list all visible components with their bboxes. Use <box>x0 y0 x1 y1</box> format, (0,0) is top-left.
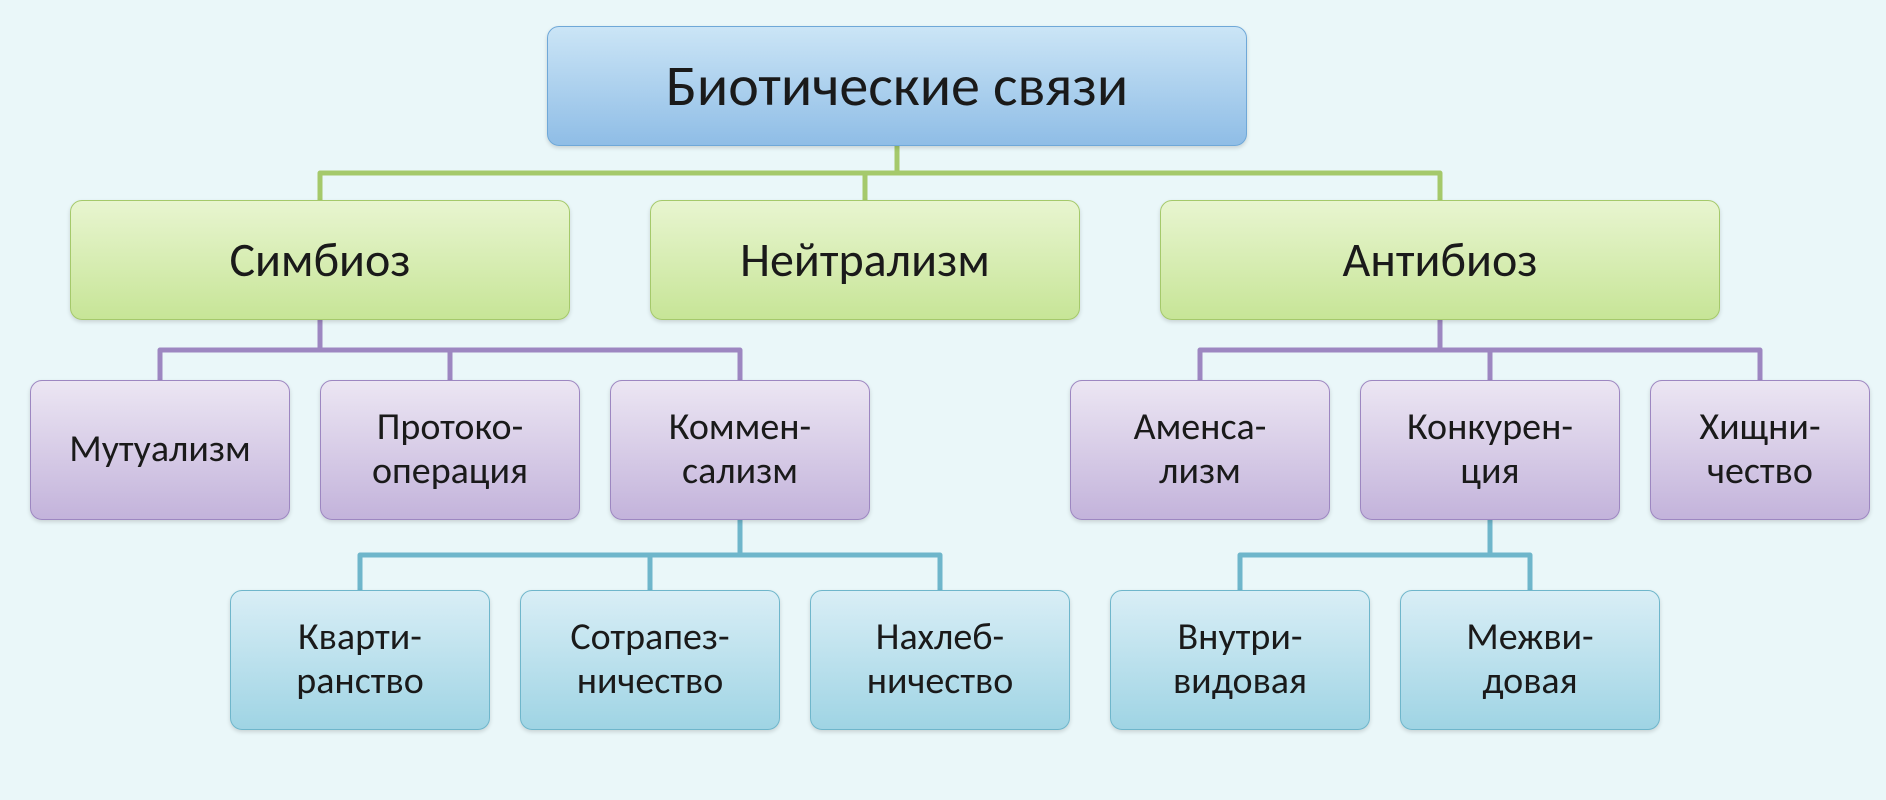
node-antibiosis: Антибиоз <box>1160 200 1720 320</box>
node-symbiosis: Симбиоз <box>70 200 570 320</box>
node-lodging: Кварти- ранство <box>230 590 490 730</box>
edge-competition <box>1240 520 1530 590</box>
node-protocooperation: Протоко- операция <box>320 380 580 520</box>
node-root: Биотические связи <box>547 26 1247 146</box>
node-label: Аменса- лизм <box>1134 406 1267 493</box>
node-freeloading: Нахлеб- ничество <box>810 590 1070 730</box>
node-label: Нахлеб- ничество <box>867 616 1014 703</box>
node-label: Коммен- сализм <box>669 406 811 493</box>
node-label: Протоко- операция <box>372 406 528 493</box>
edge-commensalism <box>360 520 940 590</box>
node-label: Внутри- видовая <box>1173 616 1307 703</box>
node-interspecific: Межви- довая <box>1400 590 1660 730</box>
node-neutralism: Нейтрализм <box>650 200 1080 320</box>
edge-root <box>320 146 1440 200</box>
node-predation: Хищни- чествo <box>1650 380 1870 520</box>
node-intraspecific: Внутри- видовая <box>1110 590 1370 730</box>
edge-symbiosis <box>160 320 740 380</box>
node-label: Симбиоз <box>229 232 410 287</box>
node-competition: Конкурен- ция <box>1360 380 1620 520</box>
diagram-canvas: Биотические связи Симбиоз Нейтрализм Антиби… <box>0 0 1886 800</box>
node-commensalism: Коммен- сализм <box>610 380 870 520</box>
node-label: Сотрапез- ничество <box>570 616 729 703</box>
node-label: Нейтрализм <box>740 232 990 287</box>
node-label: Хищни- чествo <box>1699 406 1820 493</box>
node-label: Кварти- ранство <box>296 616 424 703</box>
node-label: Антибиоз <box>1342 232 1537 287</box>
node-label: Межви- довая <box>1466 616 1593 703</box>
node-mutualism: Мутуализм <box>30 380 290 520</box>
node-amensalism: Аменса- лизм <box>1070 380 1330 520</box>
node-label: Конкурен- ция <box>1407 406 1573 493</box>
node-label: Биотические связи <box>666 53 1129 120</box>
edge-antibiosis <box>1200 320 1760 380</box>
node-label: Мутуализм <box>69 428 251 472</box>
node-messmate: Сотрапез- ничество <box>520 590 780 730</box>
